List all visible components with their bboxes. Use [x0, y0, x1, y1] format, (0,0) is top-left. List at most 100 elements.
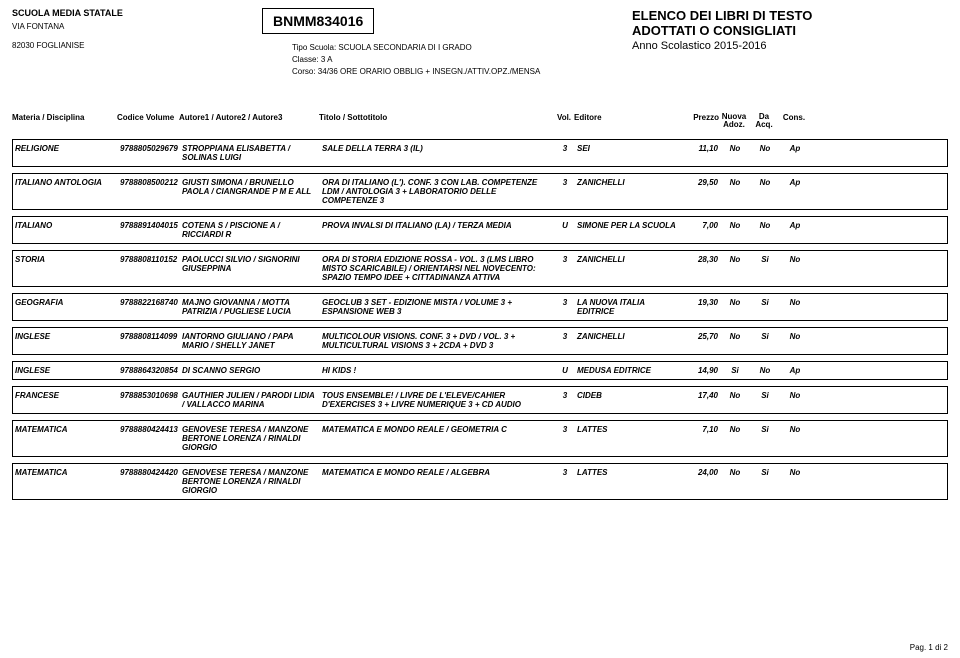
cell-autore: COTENA S / PISCIONE A / RICCIARDI R [180, 221, 320, 239]
classe-line: Classe: 3 A [292, 55, 602, 64]
cell-materia: FRANCESE [13, 391, 118, 409]
cell-titolo: HI KIDS ! [320, 366, 555, 375]
cell-prezzo: 28,30 [685, 255, 720, 282]
cell-titolo: MULTICOLOUR VISIONS. CONF. 3 + DVD / VOL… [320, 332, 555, 350]
cell-autore: GAUTHIER JULIEN / PARODI LIDIA / VALLACC… [180, 391, 320, 409]
cell-codice: 9788808500212 [118, 178, 180, 205]
book-row: RELIGIONE9788805029679STROPPIANA ELISABE… [12, 139, 948, 167]
elenco-title-2: ADOTTATI O CONSIGLIATI [632, 23, 948, 38]
cell-nuova: No [720, 425, 750, 452]
cell-cons: Ap [780, 366, 810, 375]
cell-editore: ZANICHELLI [575, 332, 685, 350]
book-row: ITALIANO9788891404015COTENA S / PISCIONE… [12, 216, 948, 244]
cell-autore: GENOVESE TERESA / MANZONE BERTONE LORENZ… [180, 468, 320, 495]
col-codice: Codice Volume [117, 113, 179, 129]
cell-daacq: Si [750, 255, 780, 282]
tipo-label: Tipo Scuola: [292, 43, 336, 52]
cell-editore: LATTES [575, 425, 685, 452]
page-footer: Pag. 1 di 2 [910, 643, 948, 652]
cell-titolo: MATEMATICA E MONDO REALE / ALGEBRA [320, 468, 555, 495]
cell-codice: 9788808114099 [118, 332, 180, 350]
cell-titolo: MATEMATICA E MONDO REALE / GEOMETRIA C [320, 425, 555, 452]
school-name: SCUOLA MEDIA STATALE [12, 8, 262, 18]
corso-value: 34/36 ORE ORARIO OBBLIG + INSEGN./ATTIV.… [318, 67, 541, 76]
cell-vol: U [555, 366, 575, 375]
cell-daacq: No [750, 144, 780, 162]
cell-prezzo: 7,00 [685, 221, 720, 239]
cell-autore: MAJNO GIOVANNA / MOTTA PATRIZIA / PUGLIE… [180, 298, 320, 316]
book-row: FRANCESE9788853010698GAUTHIER JULIEN / P… [12, 386, 948, 414]
cell-materia: ITALIANO ANTOLOGIA [13, 178, 118, 205]
cell-nuova: No [720, 178, 750, 205]
cell-daacq: No [750, 366, 780, 375]
cell-codice: 9788853010698 [118, 391, 180, 409]
cell-autore: DI SCANNO SERGIO [180, 366, 320, 375]
cell-materia: RELIGIONE [13, 144, 118, 162]
cell-codice: 9788891404015 [118, 221, 180, 239]
cell-vol: 3 [555, 425, 575, 452]
cell-cons: No [780, 255, 810, 282]
cell-cons: No [780, 468, 810, 495]
cell-vol: 3 [555, 178, 575, 205]
cell-cons: Ap [780, 221, 810, 239]
cell-editore: ZANICHELLI [575, 255, 685, 282]
cell-editore: SIMONE PER LA SCUOLA [575, 221, 685, 239]
cell-prezzo: 7,10 [685, 425, 720, 452]
cell-daacq: Si [750, 332, 780, 350]
cell-prezzo: 17,40 [685, 391, 720, 409]
classe-label: Classe: [292, 55, 319, 64]
book-row: STORIA9788808110152PAOLUCCI SILVIO / SIG… [12, 250, 948, 287]
cell-vol: 3 [555, 255, 575, 282]
col-vol: Vol. [554, 113, 574, 129]
cell-codice: 9788880424413 [118, 425, 180, 452]
cell-nuova: No [720, 391, 750, 409]
cell-codice: 9788808110152 [118, 255, 180, 282]
cell-daacq: Si [750, 468, 780, 495]
col-prezzo: Prezzo [684, 113, 719, 129]
cell-codice: 9788822168740 [118, 298, 180, 316]
col-editore: Editore [574, 113, 684, 129]
cell-titolo: SALE DELLA TERRA 3 (IL) [320, 144, 555, 162]
cell-autore: IANTORNO GIULIANO / PAPA MARIO / SHELLY … [180, 332, 320, 350]
cell-cons: No [780, 332, 810, 350]
center-block: BNMM834016 Tipo Scuola: SCUOLA SECONDARI… [262, 8, 602, 79]
cell-daacq: Si [750, 298, 780, 316]
cell-cons: No [780, 298, 810, 316]
cell-nuova: No [720, 332, 750, 350]
cell-titolo: ORA DI ITALIANO (L'). CONF. 3 CON LAB. C… [320, 178, 555, 205]
corso-line: Corso: 34/36 ORE ORARIO OBBLIG + INSEGN.… [292, 67, 602, 76]
cell-prezzo: 29,50 [685, 178, 720, 205]
cell-codice: 9788864320854 [118, 366, 180, 375]
cell-prezzo: 19,30 [685, 298, 720, 316]
cell-nuova: No [720, 144, 750, 162]
cell-daacq: Si [750, 391, 780, 409]
elenco-title-1: ELENCO DEI LIBRI DI TESTO [632, 8, 948, 23]
cell-nuova: No [720, 298, 750, 316]
tipo-value: SCUOLA SECONDARIA DI I GRADO [338, 43, 471, 52]
cell-titolo: ORA DI STORIA EDIZIONE ROSSA - VOL. 3 (L… [320, 255, 555, 282]
cell-editore: LATTES [575, 468, 685, 495]
cell-cons: No [780, 391, 810, 409]
book-rows: RELIGIONE9788805029679STROPPIANA ELISABE… [0, 139, 960, 500]
cell-materia: INGLESE [13, 366, 118, 375]
cell-vol: 3 [555, 468, 575, 495]
school-via: VIA FONTANA [12, 22, 262, 31]
cell-editore: SEI [575, 144, 685, 162]
cell-codice: 9788805029679 [118, 144, 180, 162]
cell-materia: MATEMATICA [13, 425, 118, 452]
cell-editore: LA NUOVA ITALIA EDITRICE [575, 298, 685, 316]
cell-daacq: No [750, 221, 780, 239]
cell-autore: PAOLUCCI SILVIO / SIGNORINI GIUSEPPINA [180, 255, 320, 282]
cell-titolo: GEOCLUB 3 SET - EDIZIONE MISTA / VOLUME … [320, 298, 555, 316]
cell-cons: Ap [780, 144, 810, 162]
book-row: MATEMATICA9788880424413GENOVESE TERESA /… [12, 420, 948, 457]
cell-vol: 3 [555, 391, 575, 409]
cell-prezzo: 11,10 [685, 144, 720, 162]
school-block: SCUOLA MEDIA STATALE VIA FONTANA 82030 F… [12, 8, 262, 79]
cell-editore: CIDEB [575, 391, 685, 409]
col-cons: Cons. [779, 113, 809, 129]
cell-daacq: No [750, 178, 780, 205]
cell-codice: 9788880424420 [118, 468, 180, 495]
cell-prezzo: 25,70 [685, 332, 720, 350]
book-row: GEOGRAFIA9788822168740MAJNO GIOVANNA / M… [12, 293, 948, 321]
